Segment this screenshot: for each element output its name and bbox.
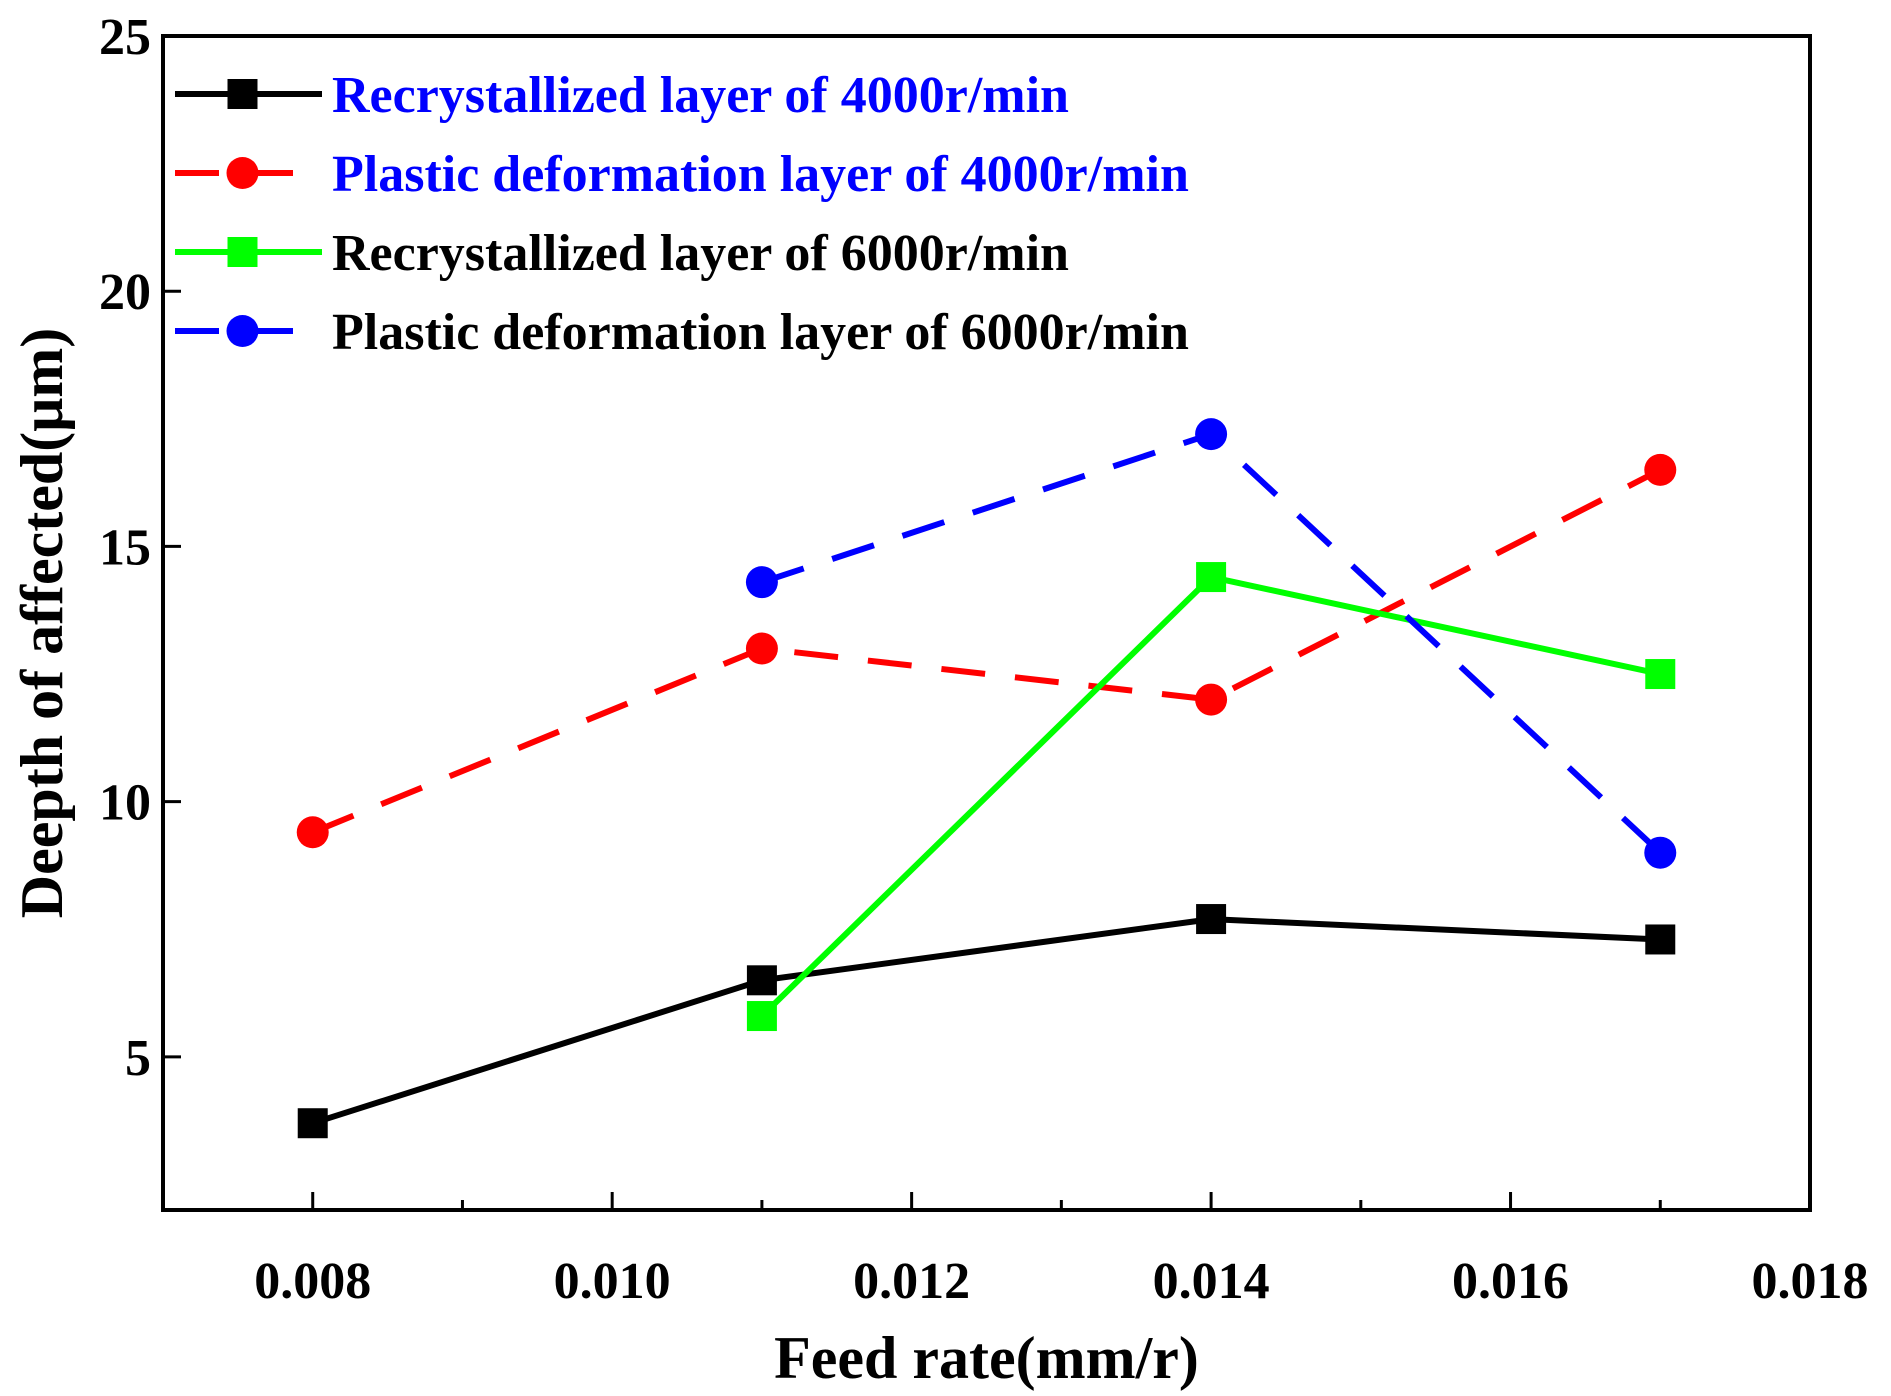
series-3: [746, 562, 1676, 1032]
data-point: [1195, 683, 1228, 716]
legend-marker: [226, 315, 259, 347]
x-tick-label: 0.016: [1452, 1253, 1569, 1310]
data-point: [746, 965, 777, 996]
plot-frame: [161, 34, 1812, 1212]
legend-entry-2: Plastic deformation layer of 4000r/min: [175, 146, 1189, 203]
y-axis-title: Deepth of affected(μm): [9, 328, 75, 918]
data-point: [1645, 924, 1676, 955]
series-1: [297, 904, 1676, 1139]
data-point: [1196, 562, 1227, 593]
data-point: [297, 1108, 328, 1139]
series-layer: [296, 418, 1677, 1139]
series-line: [311, 467, 1662, 836]
legend-label: Plastic deformation layer of 6000r/min: [332, 304, 1189, 361]
ticks-layer: 0.008 0.010 0.012 0.014 0.016 0.018 5 10 15 20 25: [99, 9, 1869, 1310]
legend-entry-1: Recrystallized layer of 4000r/min: [175, 67, 1069, 124]
series-2: [296, 453, 1677, 849]
data-point: [745, 566, 778, 599]
x-tick-label: 0.008: [254, 1253, 371, 1310]
legend-entry-3: Recrystallized layer of 6000r/min: [175, 225, 1069, 282]
legend-entry-4: Plastic deformation layer of 6000r/min: [175, 304, 1189, 361]
series-line: [759, 574, 1661, 1019]
x-tick-label: 0.018: [1752, 1253, 1869, 1310]
y-tick-label: 10: [99, 775, 151, 832]
data-point: [1196, 904, 1227, 935]
data-point: [1645, 659, 1676, 690]
data-point: [1644, 453, 1677, 486]
x-tick-label: 0.010: [554, 1253, 671, 1310]
y-tick-label: 20: [99, 264, 151, 321]
legend-marker: [227, 79, 258, 109]
y-tick-label: 5: [125, 1030, 151, 1087]
data-point: [746, 1001, 777, 1032]
series-4: [745, 418, 1677, 869]
legend-marker: [226, 157, 259, 189]
legend-label: Recrystallized layer of 4000r/min: [332, 67, 1069, 124]
data-point: [1195, 418, 1228, 451]
y-tick-label: 25: [99, 9, 151, 66]
data-point: [296, 816, 329, 849]
x-axis-title: Feed rate(mm/r): [774, 1325, 1199, 1391]
legend-label: Recrystallized layer of 6000r/min: [332, 225, 1069, 282]
data-point: [1644, 836, 1677, 869]
data-point: [745, 632, 778, 665]
series-line: [311, 916, 1661, 1127]
x-tick-label: 0.014: [1153, 1253, 1270, 1310]
y-tick-label: 15: [99, 519, 151, 576]
x-tick-label: 0.012: [853, 1253, 970, 1310]
legend-marker: [227, 237, 258, 267]
legend: Recrystallized layer of 4000r/min Plastic…: [175, 67, 1189, 361]
legend-label: Plastic deformation layer of 4000r/min: [332, 146, 1189, 203]
